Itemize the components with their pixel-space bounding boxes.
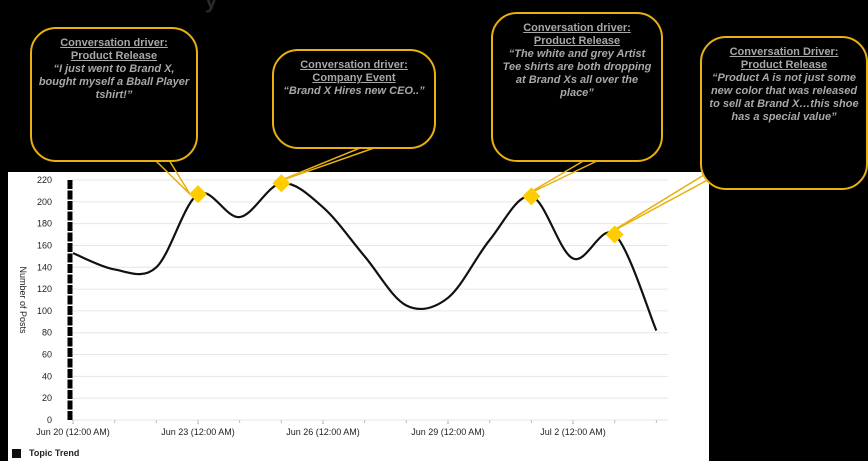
callout-connector — [153, 159, 191, 195]
y-tick-label: 140 — [37, 262, 52, 272]
x-tick-label: Jul 2 (12:00 AM) — [540, 427, 606, 437]
callout-topic: Product Release — [533, 35, 621, 47]
callout-heading: Conversation driver: — [60, 37, 168, 49]
callout-quote: “The white and grey Artist Tee shirts ar… — [502, 48, 652, 99]
callout-product-release-3: Conversation Driver: Product Release “Pr… — [700, 36, 868, 190]
highlight-marker — [605, 225, 624, 244]
highlight-marker — [522, 187, 541, 206]
series-line-topic-trend — [72, 182, 658, 331]
callout-topic: Product Release — [70, 50, 158, 62]
title-fragment: y — [205, 0, 218, 13]
x-tick-label: Jun 26 (12:00 AM) — [286, 427, 360, 437]
x-tick-label: Jun 20 (12:00 AM) — [36, 427, 110, 437]
y-tick-label: 80 — [42, 328, 52, 338]
callout-topic: Product Release — [740, 59, 828, 71]
y-tick-label: 180 — [37, 219, 52, 229]
callout-heading: Conversation driver: — [300, 59, 408, 71]
x-tick-label: Jun 29 (12:00 AM) — [411, 427, 485, 437]
legend-swatch — [12, 448, 21, 458]
callout-connector — [273, 147, 375, 184]
callout-quote: “I just went to Brand X, bought myself a… — [38, 63, 190, 101]
legend-label: Topic Trend — [29, 448, 80, 458]
y-tick-label: 160 — [37, 240, 52, 250]
y-tick-label: 20 — [42, 393, 52, 403]
callout-quote: “Brand X Hires new CEO..” — [283, 85, 425, 97]
plot-panel — [8, 172, 709, 461]
callout-heading: Conversation driver: — [523, 22, 631, 34]
y-tick-label: 220 — [37, 175, 52, 185]
callout-product-release-2: Conversation driver: Product Release “Th… — [491, 12, 663, 162]
grid-lines — [72, 179, 668, 421]
callout-company-event: Conversation driver: Company Event “Bran… — [272, 49, 436, 149]
highlight-marker — [272, 174, 291, 193]
callout-product-release-1: Conversation driver: Product Release “I … — [30, 27, 198, 162]
y-tick-label: 100 — [37, 306, 52, 316]
y-tick-label: 0 — [47, 415, 52, 425]
highlight-marker — [189, 185, 207, 204]
callout-topic: Company Event — [312, 72, 396, 84]
callout-quote: “Product A is not just some new color th… — [709, 72, 859, 123]
y-tick-label: 60 — [42, 350, 52, 360]
callout-heading: Conversation Driver: — [729, 46, 839, 58]
x-tick-label: Jun 23 (12:00 AM) — [161, 427, 235, 437]
y-tick-label: 120 — [37, 284, 52, 294]
axes: 0 20 40 60 80 100 120 140 160 180 200 220 Jun 20 (12… — [36, 175, 657, 437]
y-tick-label: 40 — [42, 371, 52, 381]
y-tick-label: 200 — [37, 197, 52, 207]
legend: Topic Trend — [12, 448, 79, 458]
y-axis-title: Number of Posts — [18, 266, 28, 334]
highlight-markers — [189, 174, 624, 244]
